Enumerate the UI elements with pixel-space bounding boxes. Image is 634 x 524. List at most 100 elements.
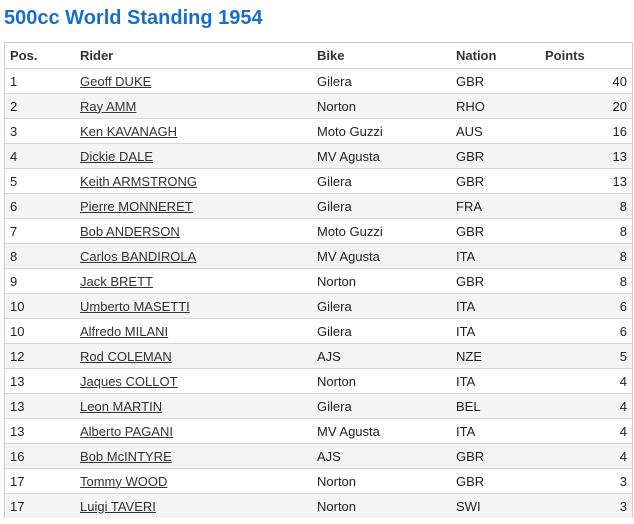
cell-points: 13 (545, 143, 632, 169)
cell-nation: BEL (456, 393, 545, 419)
table-row: 13 Jaques COLLOT Norton ITA 4 (5, 368, 632, 394)
cell-points: 3 (545, 493, 632, 518)
rider-link[interactable]: Leon MARTIN (80, 398, 163, 414)
cell-bike: MV Agusta (317, 243, 456, 269)
rider-link[interactable]: Ray AMM (80, 98, 137, 114)
table-row: 17 Luigi TAVERI Norton SWI 3 (5, 493, 632, 518)
rider-link[interactable]: Bob McINTYRE (80, 448, 172, 464)
standings-table-container: Pos. Rider Bike Nation Points 1 Geoff DUK… (4, 42, 633, 518)
rider-link[interactable]: Carlos BANDIROLA (80, 248, 197, 264)
cell-bike: Gilera (317, 68, 456, 94)
cell-bike: Norton (317, 493, 456, 518)
cell-rider: Umberto MASETTI (80, 293, 317, 319)
header-points: Points (545, 48, 585, 63)
rider-link[interactable]: Rod COLEMAN (80, 348, 172, 364)
standings-table: Pos. Rider Bike Nation Points 1 Geoff DUK… (5, 43, 632, 518)
cell-points: 6 (545, 293, 632, 319)
cell-rider: Jaques COLLOT (80, 368, 317, 394)
rider-link[interactable]: Tommy WOOD (80, 473, 168, 489)
cell-bike: AJS (317, 443, 456, 469)
cell-points: 8 (545, 218, 632, 244)
cell-bike: Norton (317, 468, 456, 494)
rider-link[interactable]: Bob ANDERSON (80, 223, 180, 239)
cell-points: 8 (545, 193, 632, 219)
table-row: 3 Ken KAVANAGH Moto Guzzi AUS 16 (5, 118, 632, 144)
cell-rider: Bob McINTYRE (80, 443, 317, 469)
table-row: 1 Geoff DUKE Gilera GBR 40 (5, 68, 632, 94)
rider-link[interactable]: Umberto MASETTI (80, 298, 190, 314)
rider-link[interactable]: Jack BRETT (80, 273, 153, 289)
cell-bike: Norton (317, 268, 456, 294)
cell-nation: ITA (456, 368, 545, 394)
rider-link[interactable]: Ken KAVANAGH (80, 123, 178, 139)
cell-nation: GBR (456, 468, 545, 494)
table-row: 2 Ray AMM Norton RHO 20 (5, 93, 632, 119)
cell-nation: ITA (456, 318, 545, 344)
cell-rider: Dickie DALE (80, 143, 317, 169)
cell-pos: 10 (5, 293, 80, 319)
cell-pos: 6 (5, 193, 80, 219)
cell-bike: Gilera (317, 293, 456, 319)
rider-link[interactable]: Jaques COLLOT (80, 373, 178, 389)
cell-pos: 10 (5, 318, 80, 344)
cell-pos: 4 (5, 143, 80, 169)
table-row: 9 Jack BRETT Norton GBR 8 (5, 268, 632, 294)
cell-points: 20 (545, 93, 632, 119)
cell-rider: Ray AMM (80, 93, 317, 119)
cell-nation: ITA (456, 243, 545, 269)
cell-nation: AUS (456, 118, 545, 144)
cell-pos: 16 (5, 443, 80, 469)
cell-bike: Moto Guzzi (317, 218, 456, 244)
cell-rider: Luigi TAVERI (80, 493, 317, 518)
cell-bike: MV Agusta (317, 418, 456, 444)
cell-rider: Keith ARMSTRONG (80, 168, 317, 194)
cell-points: 13 (545, 168, 632, 194)
table-row: 6 Pierre MONNERET Gilera FRA 8 (5, 193, 632, 219)
rider-link[interactable]: Luigi TAVERI (80, 498, 156, 514)
table-row: 10 Alfredo MILANI Gilera ITA 6 (5, 318, 632, 344)
cell-pos: 17 (5, 468, 80, 494)
cell-nation: GBR (456, 218, 545, 244)
cell-points: 4 (545, 443, 632, 469)
table-row: 7 Bob ANDERSON Moto Guzzi GBR 8 (5, 218, 632, 244)
cell-pos: 7 (5, 218, 80, 244)
cell-bike: Gilera (317, 318, 456, 344)
cell-points: 4 (545, 418, 632, 444)
rider-link[interactable]: Alfredo MILANI (80, 323, 169, 339)
cell-rider: Bob ANDERSON (80, 218, 317, 244)
cell-nation: GBR (456, 443, 545, 469)
table-row: 10 Umberto MASETTI Gilera ITA 6 (5, 293, 632, 319)
cell-points: 3 (545, 468, 632, 494)
cell-points: 8 (545, 268, 632, 294)
rider-link[interactable]: Keith ARMSTRONG (80, 173, 198, 189)
cell-points: 5 (545, 343, 632, 369)
cell-pos: 3 (5, 118, 80, 144)
header-bike: Bike (317, 48, 345, 63)
cell-rider: Jack BRETT (80, 268, 317, 294)
table-row: 4 Dickie DALE MV Agusta GBR 13 (5, 143, 632, 169)
cell-rider: Pierre MONNERET (80, 193, 317, 219)
cell-bike: Gilera (317, 168, 456, 194)
rider-link[interactable]: Dickie DALE (80, 148, 153, 164)
cell-nation: RHO (456, 93, 545, 119)
header-pos: Pos. (10, 48, 38, 63)
table-row: 13 Leon MARTIN Gilera BEL 4 (5, 393, 632, 419)
cell-pos: 12 (5, 343, 80, 369)
cell-pos: 5 (5, 168, 80, 194)
cell-bike: AJS (317, 343, 456, 369)
cell-nation: SWI (456, 493, 545, 518)
page-title: 500cc World Standing 1954 (4, 7, 263, 29)
cell-bike: MV Agusta (317, 143, 456, 169)
cell-points: 4 (545, 393, 632, 419)
cell-pos: 9 (5, 268, 80, 294)
cell-nation: ITA (456, 418, 545, 444)
rider-link[interactable]: Pierre MONNERET (80, 198, 193, 214)
cell-pos: 17 (5, 493, 80, 518)
header-row: Pos. Rider Bike Nation Points (5, 43, 632, 69)
cell-bike: Moto Guzzi (317, 118, 456, 144)
rider-link[interactable]: Geoff DUKE (80, 73, 152, 89)
cell-rider: Tommy WOOD (80, 468, 317, 494)
table-row: 8 Carlos BANDIROLA MV Agusta ITA 8 (5, 243, 632, 269)
cell-rider: Rod COLEMAN (80, 343, 317, 369)
rider-link[interactable]: Alberto PAGANI (80, 423, 173, 439)
